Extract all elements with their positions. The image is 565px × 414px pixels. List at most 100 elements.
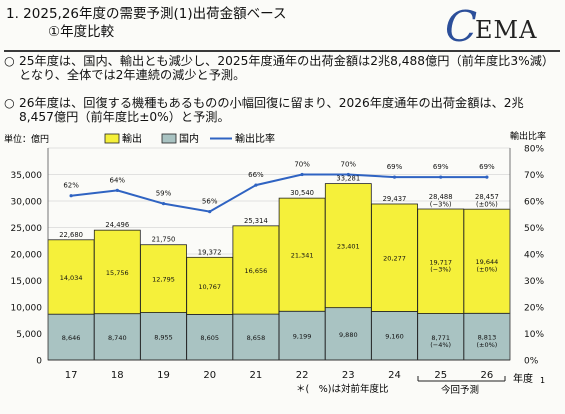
y-tick-label: 35,000 xyxy=(11,171,43,181)
total-value-label: 33,281 xyxy=(336,175,360,183)
y-tick-label: 10,000 xyxy=(11,304,43,314)
ratio-line xyxy=(69,172,489,214)
data-labels: 8,646 14,034 22,680 8,740 15,756 24,496 8,955 1… xyxy=(59,161,499,349)
x-tick-label: 25 xyxy=(434,370,447,381)
ratio-point xyxy=(254,183,258,187)
total-value-label: (±0%) xyxy=(476,200,498,208)
bar-export xyxy=(278,197,326,312)
legend-export-swatch xyxy=(104,133,120,144)
y2-tick-label: 30% xyxy=(524,277,544,287)
domestic-value-label: 8,646 xyxy=(62,334,81,342)
y-tick-label: 0 xyxy=(36,357,42,367)
ratio-label: 70% xyxy=(294,161,310,169)
total-value-label: 25,314 xyxy=(244,217,268,225)
bar-domestic xyxy=(324,307,372,361)
ratio-label: 56% xyxy=(202,198,218,206)
x-tick-label: 20 xyxy=(203,370,216,381)
y2-tick-label: 50% xyxy=(524,224,544,234)
ratio-label: 69% xyxy=(433,163,449,171)
x-tick-label: 21 xyxy=(250,370,263,381)
domestic-value-label: 8,605 xyxy=(200,334,219,342)
export-value-label: 21,341 xyxy=(291,252,314,260)
ratio-label: 69% xyxy=(387,163,403,171)
total-value-label: 24,496 xyxy=(105,221,129,229)
y-tick-label: 15,000 xyxy=(11,277,43,287)
y-tick-label: 30,000 xyxy=(11,198,43,208)
unit-label: 単位：億円 xyxy=(4,133,49,145)
domestic-value-label: (±0%) xyxy=(476,341,497,349)
ratio-point xyxy=(208,210,212,214)
domestic-value-label: 8,658 xyxy=(247,334,266,342)
total-value-label: 22,680 xyxy=(59,231,83,239)
export-value-label: 19,644 xyxy=(476,258,499,266)
export-value-label: 14,034 xyxy=(60,274,83,282)
domestic-value-label: 8,955 xyxy=(154,333,173,341)
legend-ratio: 輸出比率 xyxy=(235,132,275,145)
y2-tick-label: 70% xyxy=(524,171,544,181)
bullet-2025: ○ 25年度は、国内、輸出とも減少し、2025年度通年の出荷金額は2兆8,488… xyxy=(4,54,560,84)
total-value-label: 28,488 xyxy=(429,193,453,201)
export-value-label: 12,795 xyxy=(152,276,175,284)
y-tick-label: 5,000 xyxy=(16,330,42,340)
logo-c-letter: C xyxy=(445,2,478,51)
yoy-note: ＊( %)は対前年度比 xyxy=(296,383,388,395)
domestic-value-label: 9,880 xyxy=(339,331,358,339)
ratio-polyline xyxy=(70,173,487,213)
x-tick-label: 26 xyxy=(481,370,494,381)
ratio-point xyxy=(115,188,119,192)
export-value-label: 15,756 xyxy=(106,269,129,277)
cema-logo: C EMA xyxy=(445,2,555,51)
right-axis-title: 輸出比率 xyxy=(510,130,546,142)
x-tick-label: 24 xyxy=(388,370,401,381)
bullet-circle-icon: ○ xyxy=(4,96,15,110)
bullet-text: 25年度は、国内、輸出とも減少し、2025年度通年の出荷金額は2兆8,488億円… xyxy=(19,54,548,83)
bar-domestic xyxy=(371,311,418,361)
bar-export xyxy=(371,203,418,312)
ratio-point xyxy=(300,172,304,177)
ratio-label: 62% xyxy=(63,182,79,190)
y2-tick-label: 60% xyxy=(524,198,544,208)
logo-text: EMA xyxy=(475,16,538,44)
total-value-label: 28,457 xyxy=(475,193,499,201)
export-value-label: (−3%) xyxy=(430,265,451,273)
year-axis-label: 年度 xyxy=(513,372,533,385)
x-tick-label: 18 xyxy=(111,370,124,381)
bar-export xyxy=(186,256,234,315)
x-tick-label: 19 xyxy=(157,370,170,381)
bar-domestic xyxy=(278,310,326,361)
domestic-value-label: 8,740 xyxy=(108,334,127,342)
ratio-point xyxy=(346,172,350,177)
ratio-point xyxy=(485,175,489,179)
total-value-label: 21,750 xyxy=(152,236,176,244)
y2-tick-label: 10% xyxy=(524,330,544,340)
bullet-text: 26年度は、回復する機種もあるものの小幅回復に留まり、2026年度通年の出荷金額… xyxy=(19,96,524,125)
y2-tick-label: 0% xyxy=(524,357,539,367)
page-subtitle: ①年度比較 xyxy=(48,24,115,40)
total-value-label: 30,540 xyxy=(290,189,314,197)
legend-export: 輸出 xyxy=(122,132,142,145)
legend-domestic-swatch xyxy=(161,133,177,144)
export-value-label: 16,656 xyxy=(245,267,268,275)
export-value-label: 23,401 xyxy=(337,243,360,251)
ratio-point xyxy=(161,202,166,206)
bullet-2026: ○ 26年度は、回復する機種もあるものの小幅回復に留まり、2026年度通年の出荷… xyxy=(4,96,560,126)
domestic-value-label: (−4%) xyxy=(430,341,451,349)
export-value-label: (±0%) xyxy=(476,265,497,273)
ratio-label: 59% xyxy=(156,190,172,198)
x-tick-label: 22 xyxy=(296,370,309,381)
domestic-value-label: 9,199 xyxy=(293,333,312,341)
bar-export xyxy=(93,229,141,315)
y2-tick-label: 40% xyxy=(524,251,544,261)
forecast-label: 今回予測 xyxy=(441,384,479,396)
export-value-label: 10,767 xyxy=(198,283,221,291)
y-tick-label: 25,000 xyxy=(11,224,43,234)
export-value-label: 19,717 xyxy=(429,258,452,266)
header-divider xyxy=(4,50,560,52)
total-value-label: 19,372 xyxy=(198,248,222,256)
ratio-label: 69% xyxy=(479,163,495,171)
bar-domestic xyxy=(417,313,465,361)
axes: 0 5,000 10,000 15,000 20,000 25,000 30,000 35,0… xyxy=(11,145,545,382)
ratio-point xyxy=(439,175,443,179)
ratio-label: 66% xyxy=(248,171,264,179)
